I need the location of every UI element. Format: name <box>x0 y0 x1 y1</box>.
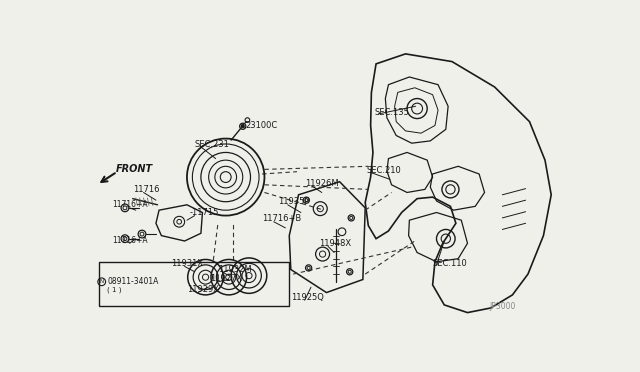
Text: -11715: -11715 <box>190 208 220 217</box>
Text: SEC.231: SEC.231 <box>195 140 230 149</box>
Text: 11716+A: 11716+A <box>113 236 148 245</box>
Text: 11931X: 11931X <box>172 259 204 268</box>
Text: 23100C: 23100C <box>245 121 277 130</box>
Text: 08911-3401A: 08911-3401A <box>107 277 159 286</box>
Text: 11932M: 11932M <box>218 265 252 274</box>
Text: ( 1 ): ( 1 ) <box>107 286 122 293</box>
Text: 11716: 11716 <box>132 185 159 194</box>
Text: SEC.135: SEC.135 <box>374 108 410 117</box>
Text: JP3000: JP3000 <box>489 302 516 311</box>
Text: 11935P: 11935P <box>278 197 309 206</box>
Text: SEC.110: SEC.110 <box>433 259 467 268</box>
Text: SEC.210: SEC.210 <box>367 166 401 176</box>
Text: 11926M: 11926M <box>305 179 339 188</box>
Text: 11716+B: 11716+B <box>262 214 301 223</box>
Text: 11927X: 11927X <box>210 274 243 283</box>
Text: FRONT: FRONT <box>116 164 153 174</box>
Circle shape <box>241 125 244 128</box>
Text: 11716+A: 11716+A <box>113 200 148 209</box>
Text: 11929X: 11929X <box>187 285 219 294</box>
Text: 11948X: 11948X <box>319 239 351 248</box>
Text: N: N <box>100 279 104 284</box>
Text: 11925Q: 11925Q <box>291 293 324 302</box>
